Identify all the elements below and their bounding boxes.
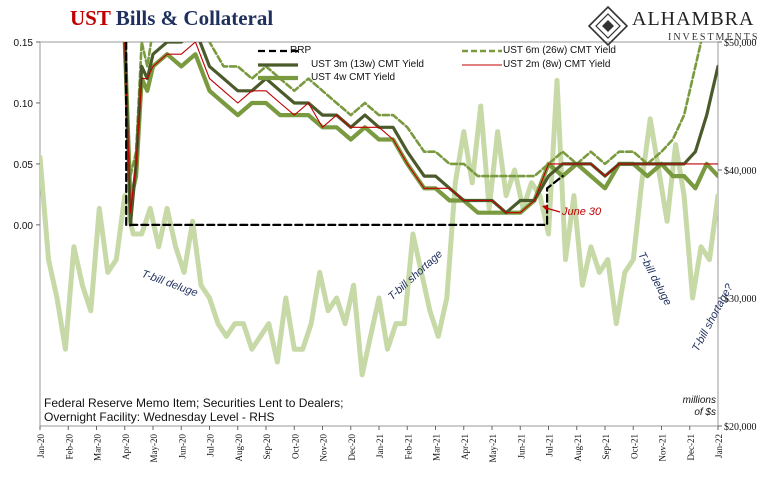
annotation-june-30: June 30	[562, 206, 602, 218]
x-tick-label: Sep-20	[262, 434, 272, 460]
x-tick-label: Jul-21	[545, 434, 555, 457]
x-tick-label: Oct-20	[290, 434, 300, 459]
diamond-logo-icon	[588, 6, 628, 46]
x-tick-label: Oct-21	[629, 434, 639, 459]
x-tick-label: Jan-21	[375, 434, 385, 458]
y-left-tick-label: 0.10	[14, 99, 34, 110]
units-note: millions of $s	[672, 395, 716, 419]
page-title: UST Bills & Collateral	[70, 6, 273, 31]
x-tick-label: May-21	[488, 434, 498, 463]
x-tick-label: Nov-20	[319, 434, 329, 462]
y-left-tick-label: 0.15	[14, 38, 34, 49]
x-tick-label: Apr-20	[121, 434, 131, 460]
x-tick-label: Jun-21	[516, 434, 526, 459]
x-tick-label: Sep-21	[601, 434, 611, 460]
logo-name: ALHAMBRA	[632, 8, 755, 30]
y-left-tick-label: 0.05	[14, 160, 34, 171]
series-line-rrp	[125, 42, 564, 226]
x-tick-label: Jul-20	[206, 434, 216, 457]
x-tick-label: Mar-21	[432, 434, 442, 461]
units-line2: of $s	[694, 407, 716, 418]
series-line-ust-2m-8w-cmt-yield	[124, 42, 718, 214]
legend-ust2m-label: UST 2m (8w) CMT Yield	[503, 59, 611, 70]
legend-ust6m-label: UST 6m (26w) CMT Yield	[503, 45, 616, 56]
source-note-line2: Overnight Facility: Wednesday Level - RH…	[44, 410, 275, 424]
chart-legend	[258, 49, 502, 81]
x-tick-label: Feb-20	[64, 434, 74, 460]
units-line1: millions	[682, 395, 716, 406]
x-tick-label: Aug-20	[234, 434, 244, 462]
x-tick-label: Apr-21	[460, 434, 470, 460]
y-right-tick-label: $50,000	[724, 38, 757, 49]
x-tick-label: Nov-21	[658, 434, 668, 462]
june30-arrow-line	[545, 207, 561, 213]
source-note-line1: Federal Reserve Memo Item; Securities Le…	[44, 396, 344, 410]
june30-arrowhead	[542, 205, 548, 211]
x-tick-label: May-20	[149, 434, 159, 463]
x-tick-label: Aug-21	[573, 434, 583, 462]
legend-ust4w-label: UST 4w CMT Yield	[311, 72, 396, 83]
title-part2: Bills & Collateral	[115, 6, 274, 30]
x-tick-label: Dec-21	[686, 434, 696, 461]
chart-series	[40, 42, 718, 378]
legend-ust3m-label: UST 3m (13w) CMT Yield	[311, 59, 424, 70]
y-right-tick-label: $20,000	[724, 422, 757, 433]
y-right-tick-label: $30,000	[724, 294, 757, 305]
series-line-securities-lent-to-dealers	[40, 77, 718, 378]
x-tick-label: Dec-20	[347, 434, 357, 461]
logo-sub: INVESTMENTS	[668, 32, 760, 43]
title-part1: UST	[70, 6, 111, 30]
legend-rrp-label: RRP	[290, 45, 312, 56]
chart-axes: 0.15 0.10 0.05 0.00 $50,000 $40,000 $30,000 $20…	[14, 38, 757, 463]
source-note: Federal Reserve Memo Item; Securities Le…	[44, 396, 343, 424]
alhambra-logo: ALHAMBRA INVESTMENTS	[588, 6, 768, 50]
y-right-tick-label: $40,000	[724, 166, 757, 177]
x-tick-label: Jun-20	[177, 434, 187, 459]
x-tick-label: Feb-21	[403, 434, 413, 460]
x-tick-label: Jan-20	[36, 434, 46, 458]
x-tick-label: Jan-22	[714, 434, 724, 458]
x-tick-label: Mar-20	[93, 434, 103, 461]
y-left-tick-label: 0.00	[14, 221, 34, 232]
series-line-ust-6m-26w-cmt-yield	[123, 42, 703, 178]
